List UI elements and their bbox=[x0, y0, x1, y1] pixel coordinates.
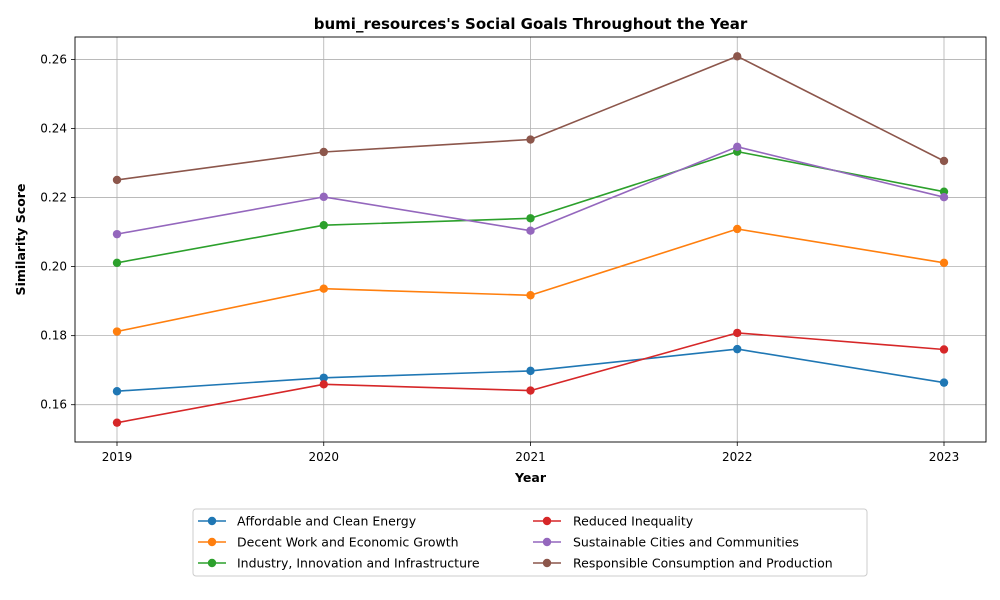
y-tick-label: 0.22 bbox=[40, 191, 67, 205]
data-point bbox=[939, 156, 949, 166]
data-point bbox=[112, 229, 122, 239]
data-point bbox=[526, 291, 535, 300]
x-tick-label: 2019 bbox=[102, 450, 133, 464]
y-tick-label: 0.26 bbox=[40, 52, 67, 66]
legend-item: Industry, Innovation and Infrastructure bbox=[198, 556, 480, 571]
data-point bbox=[112, 418, 122, 427]
data-point bbox=[733, 224, 742, 234]
legend-label: Responsible Consumption and Production bbox=[573, 556, 833, 571]
data-point bbox=[319, 380, 328, 389]
data-point bbox=[112, 175, 122, 185]
data-point bbox=[526, 386, 535, 395]
chart-title: bumi_resources's Social Goals Throughout… bbox=[314, 15, 748, 33]
data-point bbox=[939, 345, 949, 354]
legend-marker bbox=[207, 558, 217, 568]
data-point bbox=[319, 373, 328, 382]
gridlines bbox=[75, 37, 986, 442]
data-point bbox=[733, 142, 742, 151]
legend-items: Affordable and Clean Energy Decent Work a… bbox=[198, 514, 833, 571]
legend-marker bbox=[207, 516, 217, 526]
legend-item: Sustainable Cities and Communities bbox=[533, 535, 799, 550]
series-group bbox=[112, 52, 949, 185]
x-tick-label: 2020 bbox=[308, 450, 339, 464]
legend-label: Industry, Innovation and Infrastructure bbox=[237, 556, 480, 571]
series-group bbox=[112, 328, 949, 427]
legend-box bbox=[192, 508, 868, 577]
x-tick-label: 2022 bbox=[722, 450, 753, 464]
legend-label: Reduced Inequality bbox=[573, 514, 694, 529]
y-tick-label: 0.16 bbox=[40, 398, 67, 412]
data-point bbox=[319, 192, 328, 202]
data-point bbox=[526, 214, 535, 223]
y-tick-label: 0.20 bbox=[40, 260, 67, 274]
legend-marker bbox=[542, 516, 552, 526]
data-point bbox=[733, 344, 742, 354]
data-point bbox=[733, 328, 742, 338]
legend-marker bbox=[542, 537, 552, 547]
data-point bbox=[526, 226, 535, 235]
data-point bbox=[112, 387, 122, 396]
legend-label: Sustainable Cities and Communities bbox=[573, 535, 799, 550]
x-tick-label: 2023 bbox=[929, 450, 960, 464]
data-point bbox=[319, 147, 328, 157]
x-axis-title: Year bbox=[514, 470, 547, 485]
legend-item: Decent Work and Economic Growth bbox=[198, 535, 459, 550]
data-point bbox=[939, 258, 949, 268]
legend-item: Affordable and Clean Energy bbox=[198, 514, 417, 529]
axis-ticks: 2019 2020 2021 2022 2023 0.16 0.18 0.20 0.22 0.24… bbox=[40, 52, 959, 464]
series-group bbox=[112, 344, 949, 396]
series-lines bbox=[112, 52, 949, 427]
series-group bbox=[112, 142, 949, 239]
legend-item: Reduced Inequality bbox=[533, 514, 694, 529]
series-group bbox=[112, 224, 949, 336]
legend: Affordable and Clean Energy Decent Work a… bbox=[192, 508, 868, 577]
legend-marker bbox=[542, 558, 552, 568]
y-tick-label: 0.18 bbox=[40, 329, 67, 343]
data-point bbox=[939, 378, 949, 387]
data-point bbox=[526, 366, 535, 376]
y-axis-title: Similarity Score bbox=[13, 184, 28, 296]
x-tick-label: 2021 bbox=[515, 450, 546, 464]
data-point bbox=[526, 135, 535, 144]
legend-marker bbox=[207, 537, 217, 547]
legend-label: Affordable and Clean Energy bbox=[237, 514, 417, 529]
legend-label: Decent Work and Economic Growth bbox=[237, 535, 459, 550]
y-tick-label: 0.24 bbox=[40, 121, 67, 135]
data-point bbox=[733, 52, 742, 61]
data-point bbox=[319, 220, 328, 230]
series-group bbox=[112, 147, 949, 268]
legend-item: Responsible Consumption and Production bbox=[533, 556, 833, 571]
data-point bbox=[112, 258, 122, 268]
data-point bbox=[319, 284, 328, 293]
data-point bbox=[112, 327, 122, 336]
data-point bbox=[939, 193, 949, 202]
